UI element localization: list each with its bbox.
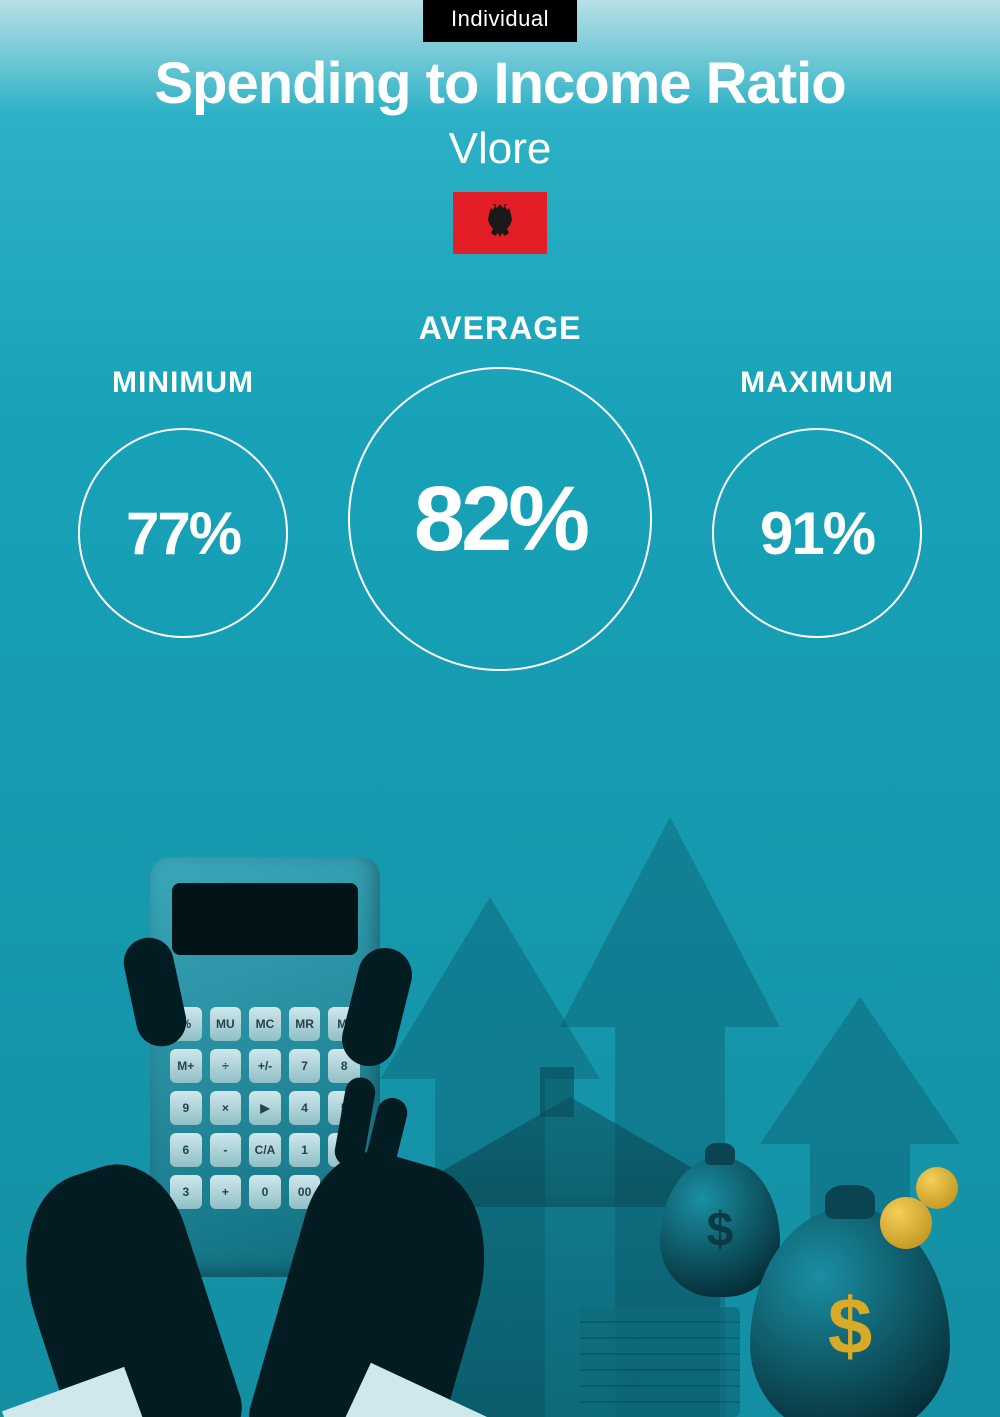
stat-maximum: MAXIMUM 91%: [712, 366, 922, 638]
maximum-label: MAXIMUM: [712, 366, 922, 400]
minimum-circle: 77%: [78, 428, 288, 638]
stat-minimum: MINIMUM 77%: [78, 366, 288, 638]
minimum-label: MINIMUM: [78, 366, 288, 400]
average-circle: 82%: [348, 367, 652, 671]
minimum-value: 77%: [126, 499, 240, 568]
stats-row: MINIMUM 77% AVERAGE 82% MAXIMUM 91%: [0, 310, 1000, 671]
maximum-circle: 91%: [712, 428, 922, 638]
maximum-value: 91%: [760, 499, 874, 568]
stat-average: AVERAGE 82%: [348, 310, 652, 671]
page-title: Spending to Income Ratio: [0, 50, 1000, 117]
country-flag: [453, 192, 547, 254]
location-name: Vlore: [0, 124, 1000, 174]
flag-eagle-icon: [475, 198, 525, 248]
average-label: AVERAGE: [348, 310, 652, 347]
average-value: 82%: [414, 467, 586, 572]
category-tag: Individual: [423, 0, 577, 42]
